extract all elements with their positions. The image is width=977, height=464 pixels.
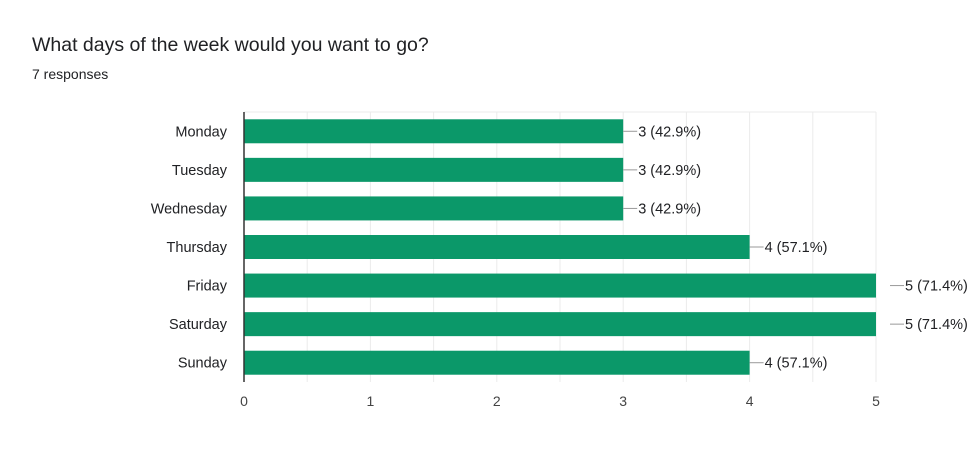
x-tick-label: 0 — [240, 393, 248, 409]
bar-wednesday — [244, 196, 624, 221]
data-label: 3 (42.9%) — [638, 201, 701, 217]
category-label: Monday — [175, 124, 227, 140]
x-tick-label: 3 — [619, 393, 627, 409]
response-count: 7 responses — [32, 66, 109, 82]
data-label: 4 (57.1%) — [765, 356, 828, 372]
data-label: 5 (71.4%) — [905, 317, 968, 333]
bar-friday — [244, 273, 876, 298]
category-label: Saturday — [169, 317, 228, 333]
data-labels: 3 (42.9%) 3 (42.9%) 3 (42.9%) 4 (57.1%) 5 (7… — [623, 124, 968, 372]
data-label: 4 (57.1%) — [765, 240, 828, 256]
axes: Monday Tuesday Wednesday Thursday Friday Satu… — [151, 112, 880, 409]
category-label: Thursday — [167, 240, 228, 256]
bar-monday — [244, 119, 624, 144]
bar-sunday — [244, 350, 750, 375]
category-label: Wednesday — [151, 201, 228, 217]
category-label: Tuesday — [172, 163, 228, 179]
x-tick-label: 5 — [872, 393, 880, 409]
bar-saturday — [244, 312, 876, 337]
bar-tuesday — [244, 157, 624, 182]
bars — [244, 119, 876, 375]
data-label: 5 (71.4%) — [905, 279, 968, 295]
x-tick-label: 1 — [367, 393, 375, 409]
bar-thursday — [244, 235, 750, 259]
category-label: Friday — [187, 279, 228, 295]
x-tick-label: 4 — [746, 393, 754, 409]
data-label: 3 (42.9%) — [638, 163, 701, 179]
grid-lines — [244, 111, 877, 382]
question-title: What days of the week would you want to … — [32, 34, 429, 56]
data-label: 3 (42.9%) — [638, 124, 701, 140]
category-label: Sunday — [178, 356, 228, 372]
x-tick-label: 2 — [493, 393, 501, 409]
